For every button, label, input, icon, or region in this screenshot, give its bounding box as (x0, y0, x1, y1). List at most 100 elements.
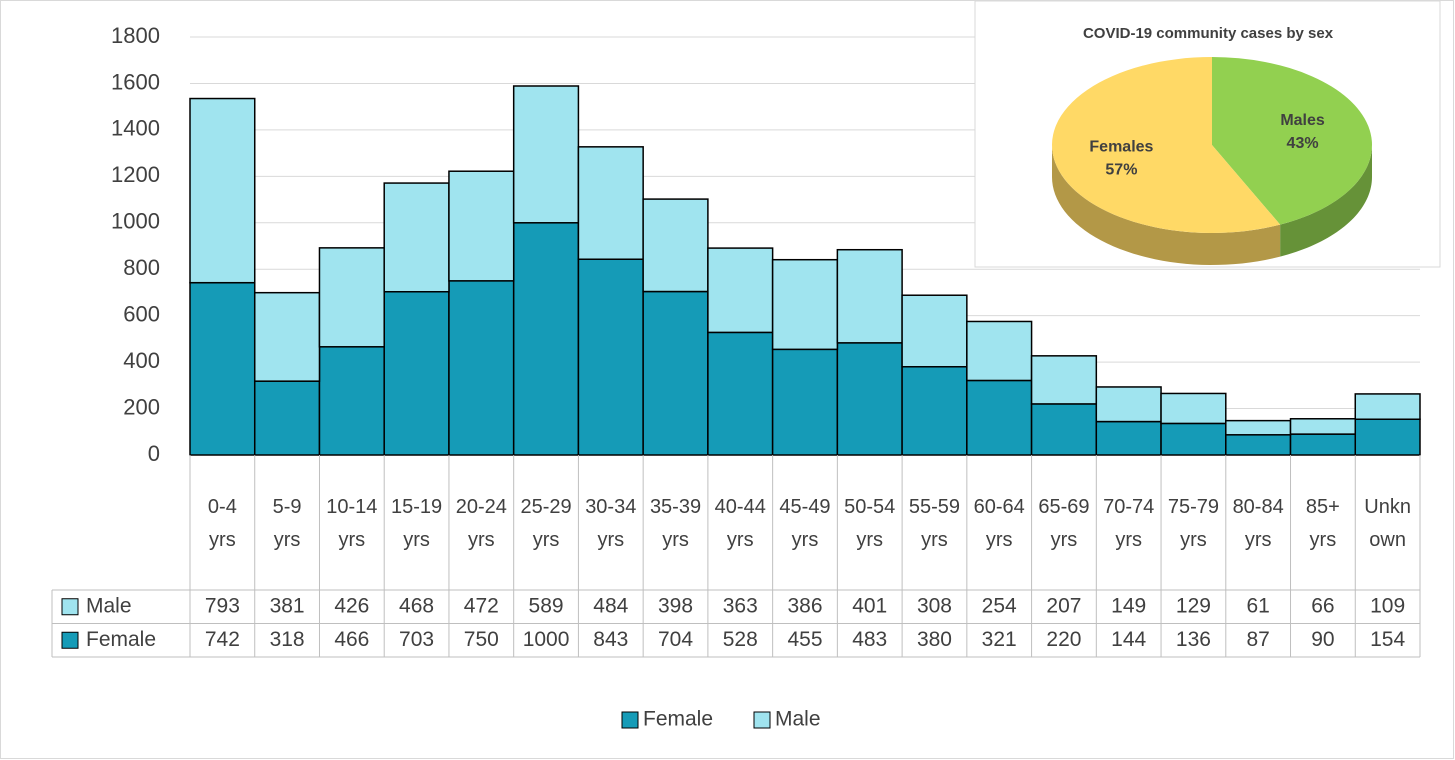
bar-segment (1095, 386, 1162, 423)
table-series-name: Male (86, 594, 132, 617)
bar-segment (1354, 418, 1421, 456)
pie-slice (1212, 57, 1372, 225)
bar-segment (318, 247, 385, 348)
x-tick-label: 75-79 yrs (1167, 495, 1219, 551)
table-value: 363 (723, 594, 758, 617)
table-value: 154 (1370, 628, 1405, 651)
x-tick-label: 50-54 yrs (844, 495, 896, 551)
y-tick-label: 400 (123, 348, 160, 373)
x-tick-label: 20-24 yrs (455, 495, 507, 551)
bar-segment (189, 281, 256, 456)
table-value: 381 (270, 594, 305, 617)
table-value: 321 (982, 628, 1017, 651)
table-value: 472 (464, 594, 499, 617)
x-tick-label: 85+ yrs (1305, 495, 1340, 551)
y-tick-label: 1000 (111, 209, 160, 234)
table-value: 386 (787, 594, 822, 617)
table-value: 144 (1111, 628, 1146, 651)
table-value: 793 (205, 594, 240, 617)
y-tick-label: 1200 (111, 162, 160, 187)
x-tick-label: 45-49 yrs (779, 495, 831, 551)
pie-label: Females (1089, 139, 1153, 156)
table-value: 136 (1176, 628, 1211, 651)
x-tick-label: 60-64 yrs (973, 495, 1025, 551)
table-value: 109 (1370, 594, 1405, 617)
bar-segment (253, 380, 321, 456)
table-series-name: Female (86, 628, 156, 651)
bar-segment (1095, 420, 1162, 456)
bar-segment (836, 342, 903, 456)
table-value: 483 (852, 628, 887, 651)
y-tick-label: 600 (123, 301, 160, 326)
x-tick-label: 30-34 yrs (585, 495, 637, 551)
legend-key (621, 711, 639, 729)
pie-value-label: 43% (1287, 135, 1319, 152)
pie-label: Males (1280, 112, 1325, 129)
bar-segment (1030, 403, 1098, 456)
table-value: 207 (1046, 594, 1081, 617)
bar-segment (901, 294, 968, 368)
bar-segment (1160, 422, 1227, 456)
x-tick-label: 0-4 yrs (207, 495, 237, 551)
table-value: 1000 (523, 628, 570, 651)
table-value: 468 (399, 594, 434, 617)
table-value: 90 (1311, 628, 1334, 651)
table-value: 87 (1246, 628, 1269, 651)
table-value: 466 (334, 628, 369, 651)
bar-segment (383, 182, 450, 293)
legend-key (753, 711, 771, 729)
bar-segment (771, 348, 839, 456)
y-tick-label: 1600 (111, 69, 160, 94)
pie-side (1280, 145, 1372, 257)
bar-segment (1289, 433, 1357, 456)
bar-segment (771, 258, 839, 351)
x-tick-label: Unknown (1364, 495, 1411, 551)
table-value: 589 (529, 594, 564, 617)
bar-segment (448, 280, 515, 456)
y-tick-label: 0 (148, 441, 160, 466)
y-tick-label: 200 (123, 394, 160, 419)
bar-segment (318, 346, 385, 456)
pie-title: COVID-19 community cases by sex (1083, 25, 1334, 42)
bar-segment (836, 248, 903, 344)
bar-segment (189, 97, 256, 284)
x-tick-label: 35-39 yrs (649, 495, 702, 551)
y-tick-label: 1400 (111, 116, 160, 141)
table-value: 426 (334, 594, 369, 617)
bar-segment (966, 320, 1033, 382)
y-tick-label: 800 (123, 255, 160, 280)
bar-segment (642, 290, 709, 456)
bar-segment (577, 258, 644, 456)
bar-segment (901, 366, 968, 456)
table-value: 66 (1311, 594, 1334, 617)
bar-segment (383, 290, 450, 456)
y-tick-label: 1800 (111, 23, 160, 48)
bar-segment (1289, 418, 1357, 435)
table-value: 843 (593, 628, 628, 651)
x-tick-label: 65-69 yrs (1038, 495, 1090, 551)
table-value: 750 (464, 628, 499, 651)
table-value: 318 (270, 628, 305, 651)
bar-segment (966, 379, 1033, 456)
x-tick-label: 25-29 yrs (520, 495, 572, 551)
table-value: 455 (787, 628, 822, 651)
x-tick-label: 55-59 yrs (908, 495, 961, 551)
table-value: 220 (1046, 628, 1081, 651)
x-tick-label: 5-9 yrs (272, 495, 302, 551)
table-value: 398 (658, 594, 693, 617)
bar-segment (1030, 355, 1098, 405)
table-legend-key (61, 598, 79, 616)
legend-label: Male (775, 708, 821, 731)
table-value: 254 (982, 594, 1017, 617)
x-tick-label: 10-14 yrs (326, 495, 378, 551)
pie-value-label: 57% (1105, 162, 1137, 179)
table-value: 742 (205, 628, 240, 651)
legend-label: Female (643, 708, 713, 731)
x-tick-label: 80-84 yrs (1232, 495, 1284, 551)
table-value: 149 (1111, 594, 1146, 617)
table-value: 61 (1246, 594, 1269, 617)
table-value: 129 (1176, 594, 1211, 617)
